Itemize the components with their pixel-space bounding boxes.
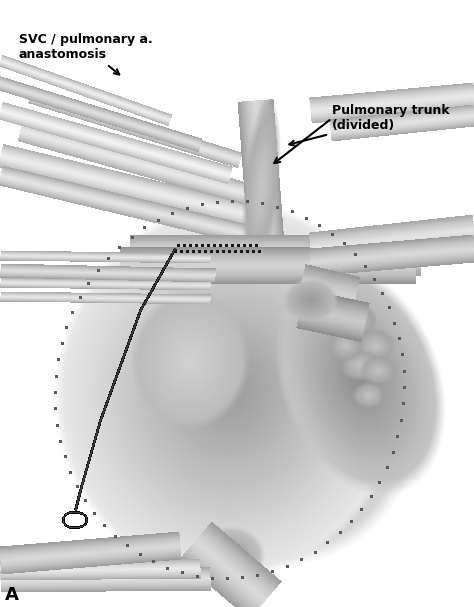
Text: Pulmonary trunk
(divided): Pulmonary trunk (divided) [289,104,449,146]
Text: SVC / pulmonary a.
anastomosis: SVC / pulmonary a. anastomosis [19,33,153,75]
Text: A: A [5,586,18,604]
